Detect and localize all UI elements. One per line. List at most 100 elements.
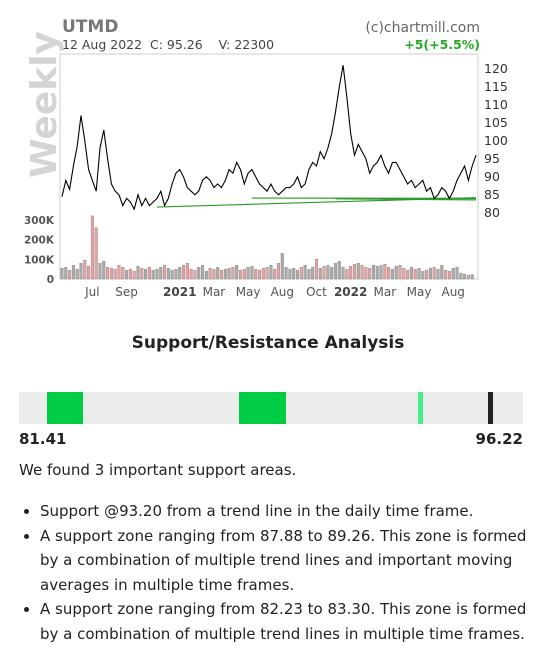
volume-bar xyxy=(261,267,265,280)
volume-bar xyxy=(254,268,258,280)
volume-bar xyxy=(295,269,300,280)
volume-bar xyxy=(94,227,98,280)
volume-bar xyxy=(170,269,174,280)
volume-bar xyxy=(436,268,440,280)
copyright-text: (c)chartmill.com xyxy=(365,20,480,36)
volume-bar xyxy=(242,268,246,280)
volume-bar xyxy=(155,268,159,280)
volume-bar xyxy=(421,270,425,280)
volume-bar xyxy=(318,267,322,280)
volume-bar xyxy=(163,265,167,280)
volume-bar xyxy=(360,265,364,280)
volume-bar xyxy=(201,265,205,280)
volume-bar xyxy=(159,266,163,280)
support-zone xyxy=(46,392,84,424)
volume-bar xyxy=(368,267,372,280)
price-line xyxy=(61,65,477,211)
volume-bar xyxy=(102,261,106,280)
volume-bar xyxy=(113,268,117,280)
volume-bar xyxy=(182,265,186,280)
y-tick-label: 110 xyxy=(484,97,508,112)
volume-bar xyxy=(71,265,75,280)
volume-bar xyxy=(402,267,406,280)
volume-bar xyxy=(223,268,227,280)
support-zone xyxy=(239,392,287,424)
volume-bar xyxy=(417,267,421,280)
y-tick-label: 90 xyxy=(484,169,500,184)
volume-bar xyxy=(444,269,448,280)
volume-bar xyxy=(132,270,136,280)
x-tick-label: Aug xyxy=(441,285,464,299)
volume-bar xyxy=(330,266,334,280)
volume-tick-label: 0 xyxy=(47,274,54,286)
volume-bar xyxy=(151,269,155,280)
volume-bar xyxy=(235,265,239,280)
volume-bar xyxy=(106,266,110,280)
volume-bar xyxy=(75,268,79,280)
volume-bar xyxy=(60,267,64,280)
volume-bar xyxy=(197,266,201,280)
volume-bar xyxy=(394,265,398,280)
analysis-title: Support/Resistance Analysis xyxy=(131,333,405,353)
volume-bar xyxy=(90,215,94,280)
volume-bar xyxy=(128,268,132,280)
volume-bar xyxy=(147,266,151,280)
plot-frame xyxy=(59,53,479,280)
volume-bar xyxy=(352,264,356,280)
volume-bar xyxy=(83,260,87,280)
support-summary: We found 3 important support areas. xyxy=(19,461,297,479)
volume-bar xyxy=(307,268,311,280)
x-tick-label: May xyxy=(236,285,261,299)
volume-bar xyxy=(292,267,296,280)
volume-bar xyxy=(121,266,125,280)
volume-bar xyxy=(322,265,326,280)
support-list: Support @93.20 from a trend line in the … xyxy=(19,499,529,646)
volume-bar xyxy=(166,267,170,280)
volume-bar xyxy=(314,259,319,280)
volume-bar xyxy=(193,269,197,280)
volume-bar xyxy=(349,265,353,280)
y-tick-label: 100 xyxy=(484,133,508,148)
volume-bar xyxy=(333,263,337,280)
volume-bar xyxy=(299,266,303,280)
y-tick-label: 95 xyxy=(484,151,500,166)
y-tick-label: 105 xyxy=(484,115,508,130)
volume-bar xyxy=(87,265,91,280)
volume-bar xyxy=(463,273,467,280)
volume-bar xyxy=(227,267,231,280)
volume-bar xyxy=(425,269,429,280)
y-tick-label: 85 xyxy=(484,187,500,202)
volume-bar xyxy=(185,263,189,280)
volume-bar xyxy=(125,269,129,280)
current-price-marker xyxy=(487,392,493,424)
volume-bar xyxy=(409,266,413,280)
volume-bar xyxy=(432,266,436,280)
volume-bar xyxy=(459,272,463,280)
x-tick-label: 2021 xyxy=(163,285,196,299)
volume-bar xyxy=(345,268,349,280)
change-text: +5(+5.5%) xyxy=(404,37,480,52)
volume-bar xyxy=(466,274,470,280)
volume-bar xyxy=(440,265,444,280)
volume-tick-label: 200K xyxy=(24,235,55,247)
volume-bar xyxy=(413,268,417,280)
volume-bar xyxy=(273,268,277,280)
volume-bar xyxy=(447,270,451,280)
volume-bar xyxy=(79,263,83,280)
date-close-volume: 12 Aug 2022 C: 95.26 V: 22300 xyxy=(62,37,274,52)
volume-bar xyxy=(174,268,178,280)
volume-bar xyxy=(455,266,459,280)
y-tick-label: 115 xyxy=(484,79,508,94)
support-item: A support zone ranging from 87.88 to 89.… xyxy=(40,524,529,598)
range-low-label: 81.41 xyxy=(19,430,67,448)
volume-bar xyxy=(276,263,281,280)
volume-bar xyxy=(379,265,383,280)
ticker-label: UTMD xyxy=(62,17,118,37)
volume-bar xyxy=(144,268,148,280)
volume-bar xyxy=(284,266,288,280)
volume-bar xyxy=(280,253,284,280)
volume-bar xyxy=(326,265,330,280)
trendline xyxy=(335,198,477,201)
y-tick-label: 80 xyxy=(484,205,500,220)
